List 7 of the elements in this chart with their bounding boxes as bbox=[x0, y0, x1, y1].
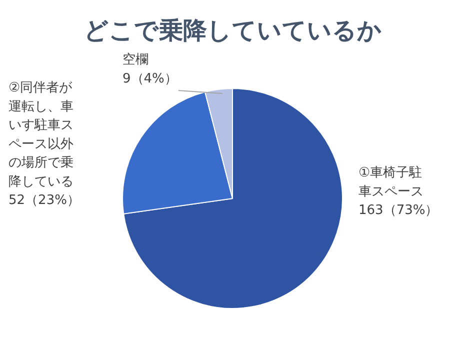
data-label: 9（4%） bbox=[122, 71, 178, 86]
slice-label: ②同伴者が運転し、車いす駐車スペース以外の場所で乗降している bbox=[8, 80, 74, 190]
slice-label: ①車椅子駐車スペース bbox=[358, 166, 424, 200]
chart-title: どこで乗降していているか bbox=[84, 16, 382, 44]
slice-label: 空欄 bbox=[122, 52, 148, 68]
data-label: 163（73%） bbox=[358, 203, 438, 218]
data-label: 52（23%） bbox=[8, 193, 80, 208]
